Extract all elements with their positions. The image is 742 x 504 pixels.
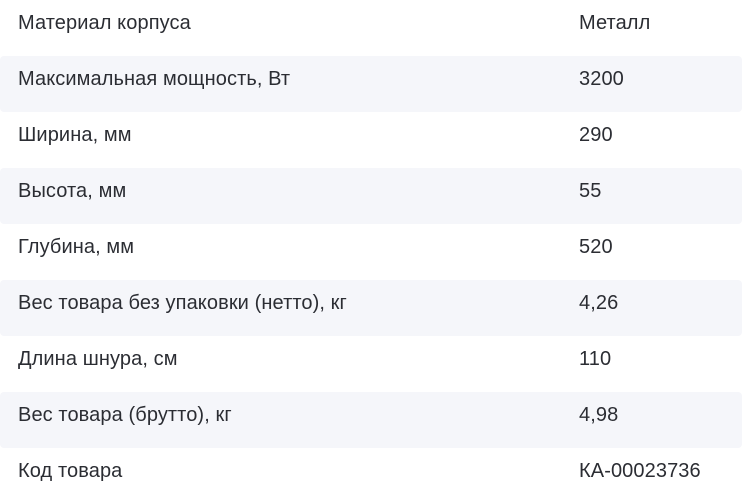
spec-row: Ширина, мм 290 bbox=[0, 112, 742, 168]
spec-value: КА-00023736 bbox=[579, 460, 701, 482]
spec-label: Глубина, мм bbox=[18, 236, 135, 258]
spec-row: Глубина, мм 520 bbox=[0, 224, 742, 280]
spec-label: Длина шнура, см bbox=[18, 348, 178, 370]
spec-row: Код товара КА-00023736 bbox=[0, 448, 742, 504]
spec-label: Высота, мм bbox=[18, 180, 127, 202]
spec-label: Код товара bbox=[18, 460, 123, 482]
spec-value: Металл bbox=[579, 12, 651, 34]
spec-value: 290 bbox=[579, 124, 613, 146]
spec-label: Вес товара (брутто), кг bbox=[18, 404, 232, 426]
spec-row: Вес товара без упаковки (нетто), кг 4,26 bbox=[0, 280, 742, 336]
spec-value: 55 bbox=[579, 180, 602, 202]
spec-label: Вес товара без упаковки (нетто), кг bbox=[18, 292, 347, 314]
spec-label: Ширина, мм bbox=[18, 124, 132, 146]
spec-value: 4,26 bbox=[579, 292, 619, 314]
spec-row: Материал корпуса Металл bbox=[0, 0, 742, 56]
spec-row: Длина шнура, см 110 bbox=[0, 336, 742, 392]
spec-row: Высота, мм 55 bbox=[0, 168, 742, 224]
spec-row: Вес товара (брутто), кг 4,98 bbox=[0, 392, 742, 448]
spec-value: 520 bbox=[579, 236, 613, 258]
spec-value: 3200 bbox=[579, 68, 624, 90]
spec-value: 4,98 bbox=[579, 404, 619, 426]
spec-value: 110 bbox=[579, 348, 612, 370]
spec-label: Материал корпуса bbox=[18, 12, 191, 34]
spec-label: Максимальная мощность, Вт bbox=[18, 68, 291, 90]
spec-row: Максимальная мощность, Вт 3200 bbox=[0, 56, 742, 112]
